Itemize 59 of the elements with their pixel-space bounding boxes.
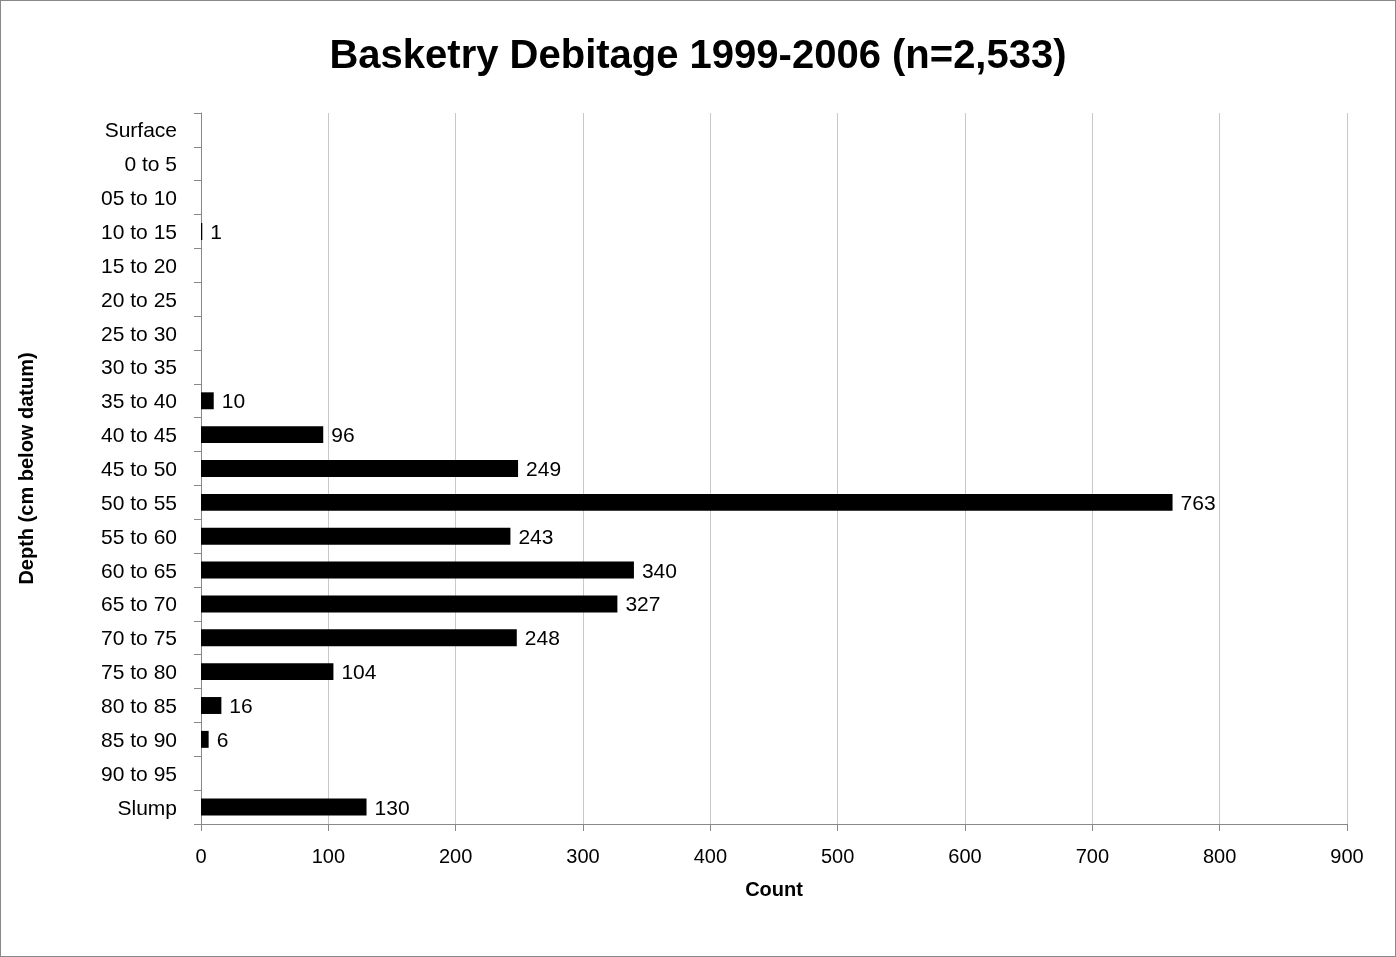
data-label: 327 xyxy=(625,592,661,616)
bar xyxy=(201,629,517,647)
data-label: 10 xyxy=(221,389,246,413)
y-tick-label: 05 to 10 xyxy=(101,186,177,210)
y-tick-label: 25 to 30 xyxy=(101,321,177,345)
data-label: 104 xyxy=(341,660,377,684)
x-tick-label: 400 xyxy=(693,845,728,867)
x-tick-label: 200 xyxy=(438,845,473,867)
y-axis-title: Depth (cm below datum) xyxy=(15,352,37,585)
chart-title: Basketry Debitage 1999-2006 (n=2,533) xyxy=(329,32,1067,76)
x-tick-label: 100 xyxy=(311,845,346,867)
x-tick-label: 500 xyxy=(820,845,855,867)
x-tick-label: 600 xyxy=(948,845,982,867)
bar xyxy=(201,392,214,410)
data-label: 16 xyxy=(229,694,253,717)
bar xyxy=(201,561,634,579)
y-tick-label: 70 to 75 xyxy=(101,626,177,650)
data-label: 243 xyxy=(518,524,554,548)
bar xyxy=(201,493,1173,511)
y-tick-label: 60 to 65 xyxy=(101,558,177,582)
y-tick-label: Surface xyxy=(104,118,177,142)
bar xyxy=(201,730,209,748)
y-tick-label: 20 to 25 xyxy=(101,287,177,311)
data-label: 248 xyxy=(524,626,560,650)
y-tick-label: 0 to 5 xyxy=(124,152,177,176)
x-tick-label: 300 xyxy=(566,845,600,867)
y-tick-label: 55 to 60 xyxy=(101,524,177,548)
data-label: 340 xyxy=(641,558,677,582)
y-tick-label: 85 to 90 xyxy=(101,727,177,751)
y-tick-label: 10 to 15 xyxy=(101,220,177,243)
data-label: 130 xyxy=(374,795,410,819)
x-tick-label: 0 xyxy=(195,845,207,867)
y-tick-label: 65 to 70 xyxy=(101,592,177,616)
y-tick-label: 90 to 95 xyxy=(101,761,177,785)
data-label: 1 xyxy=(210,220,222,243)
bar xyxy=(201,426,324,444)
x-tick-label: 700 xyxy=(1075,845,1110,867)
bar xyxy=(201,527,511,545)
data-label: 96 xyxy=(331,423,355,447)
x-tick-label: 800 xyxy=(1202,845,1237,867)
data-label: 249 xyxy=(526,457,562,480)
bar xyxy=(201,663,334,681)
y-tick-label: 50 to 55 xyxy=(101,490,177,514)
x-axis-title: Count xyxy=(745,878,804,900)
data-label: 763 xyxy=(1180,490,1216,514)
y-tick-label: 40 to 45 xyxy=(101,423,177,447)
y-tick-label: 45 to 50 xyxy=(101,457,177,480)
bar xyxy=(201,595,618,613)
x-tick-label: 900 xyxy=(1330,845,1364,867)
bar xyxy=(201,798,367,816)
y-tick-label: 30 to 35 xyxy=(101,355,177,379)
y-tick-label: 75 to 80 xyxy=(101,660,177,684)
bar xyxy=(201,460,519,477)
y-tick-label: 80 to 85 xyxy=(101,694,177,717)
data-label: 6 xyxy=(216,727,229,751)
bar xyxy=(201,697,222,714)
y-tick-label: 15 to 20 xyxy=(101,253,177,277)
y-tick-label: 35 to 40 xyxy=(101,389,177,413)
y-tick-label: Slump xyxy=(117,795,177,819)
